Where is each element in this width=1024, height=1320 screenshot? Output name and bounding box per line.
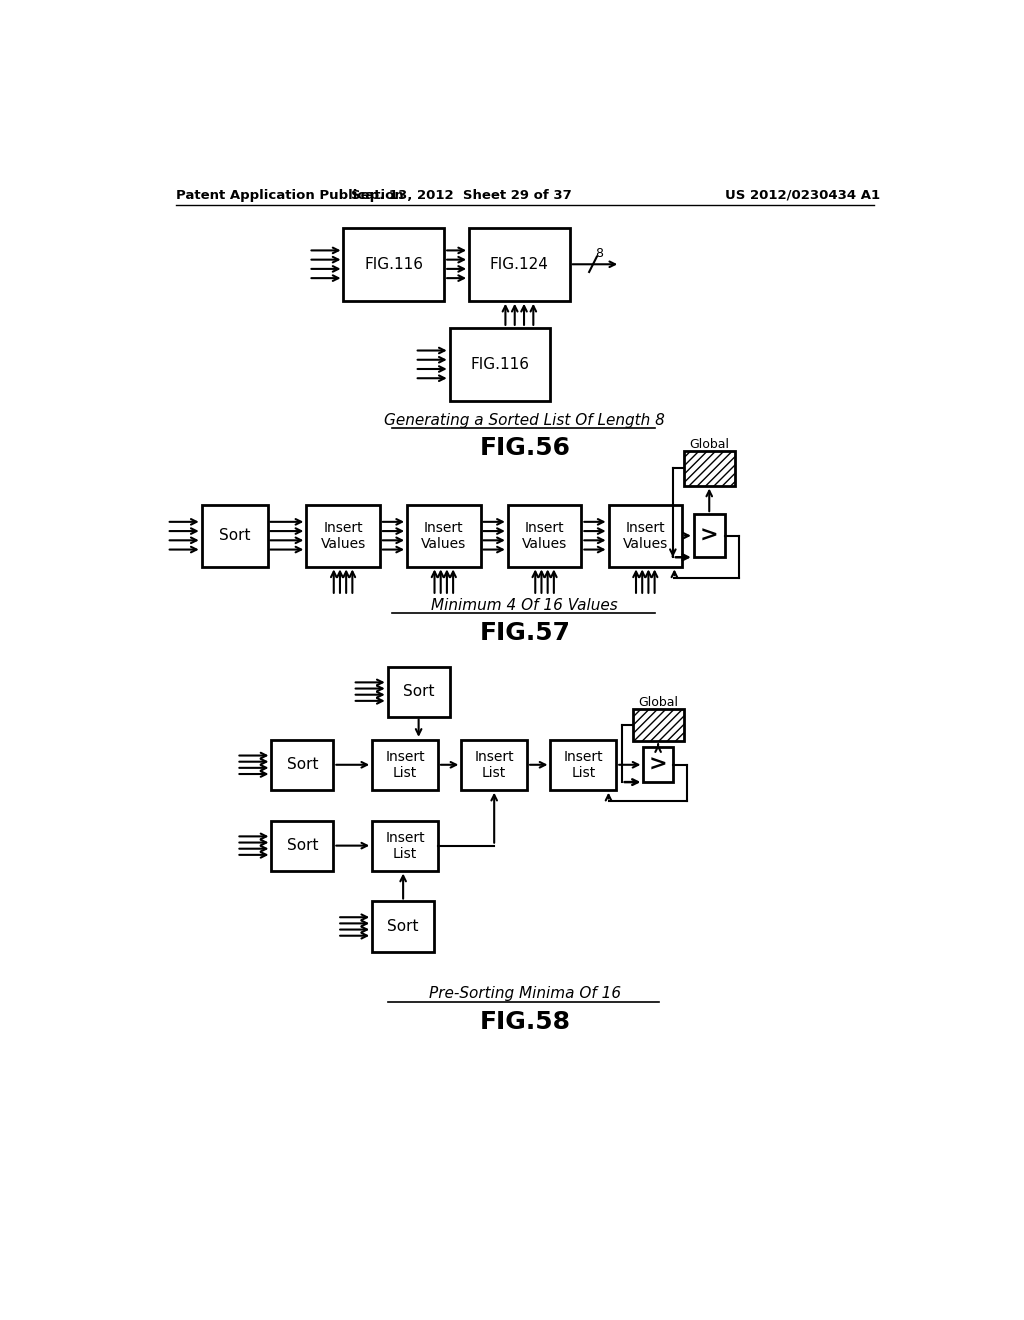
Bar (684, 451, 735, 486)
Text: Generating a Sorted List Of Length 8: Generating a Sorted List Of Length 8 (384, 413, 666, 428)
Text: Sort: Sort (387, 919, 419, 935)
Text: Sort: Sort (219, 528, 250, 544)
Bar (450, 327, 550, 401)
Bar (469, 227, 569, 301)
Text: FIG.58: FIG.58 (479, 1010, 570, 1034)
Text: Insert
Values: Insert Values (623, 520, 668, 550)
Text: Insert
List: Insert List (385, 830, 425, 861)
Text: Global: Global (639, 696, 679, 709)
Text: Sep. 13, 2012  Sheet 29 of 37: Sep. 13, 2012 Sheet 29 of 37 (351, 189, 571, 202)
Text: FIG.124: FIG.124 (489, 257, 549, 272)
Text: FIG.57: FIG.57 (479, 620, 570, 644)
Bar (306, 504, 380, 566)
Bar (271, 821, 334, 871)
Text: Sort: Sort (402, 684, 434, 700)
Bar (388, 667, 450, 717)
Text: Insert
List: Insert List (385, 750, 425, 780)
Text: Insert
Values: Insert Values (522, 520, 567, 550)
Text: Pre-Sorting Minima Of 16: Pre-Sorting Minima Of 16 (429, 986, 621, 1002)
Text: Sort: Sort (287, 758, 318, 772)
Bar (608, 504, 682, 566)
Bar (202, 504, 267, 566)
Text: FIG.116: FIG.116 (365, 257, 423, 272)
Text: 8: 8 (595, 247, 603, 260)
Text: Insert
Values: Insert Values (421, 520, 467, 550)
Bar (372, 739, 438, 789)
Text: >: > (700, 525, 719, 545)
Text: US 2012/0230434 A1: US 2012/0230434 A1 (725, 189, 880, 202)
Text: Patent Application Publication: Patent Application Publication (176, 189, 403, 202)
Text: Insert
List: Insert List (563, 750, 603, 780)
Bar (461, 739, 527, 789)
Bar (633, 709, 684, 742)
Text: Insert
List: Insert List (474, 750, 514, 780)
Text: FIG.56: FIG.56 (479, 436, 570, 459)
Bar (508, 504, 582, 566)
Text: Insert
Values: Insert Values (321, 520, 366, 550)
Text: >: > (649, 755, 668, 775)
Bar (550, 739, 616, 789)
Bar (343, 227, 444, 301)
Bar (693, 513, 725, 557)
Text: Minimum 4 Of 16 Values: Minimum 4 Of 16 Values (431, 598, 618, 612)
Text: Sort: Sort (287, 838, 318, 853)
Text: FIG.116: FIG.116 (470, 356, 529, 372)
Bar (372, 821, 438, 871)
Bar (643, 747, 673, 781)
Bar (372, 902, 434, 952)
Bar (271, 739, 334, 789)
Text: Global: Global (689, 438, 730, 451)
Bar (407, 504, 480, 566)
